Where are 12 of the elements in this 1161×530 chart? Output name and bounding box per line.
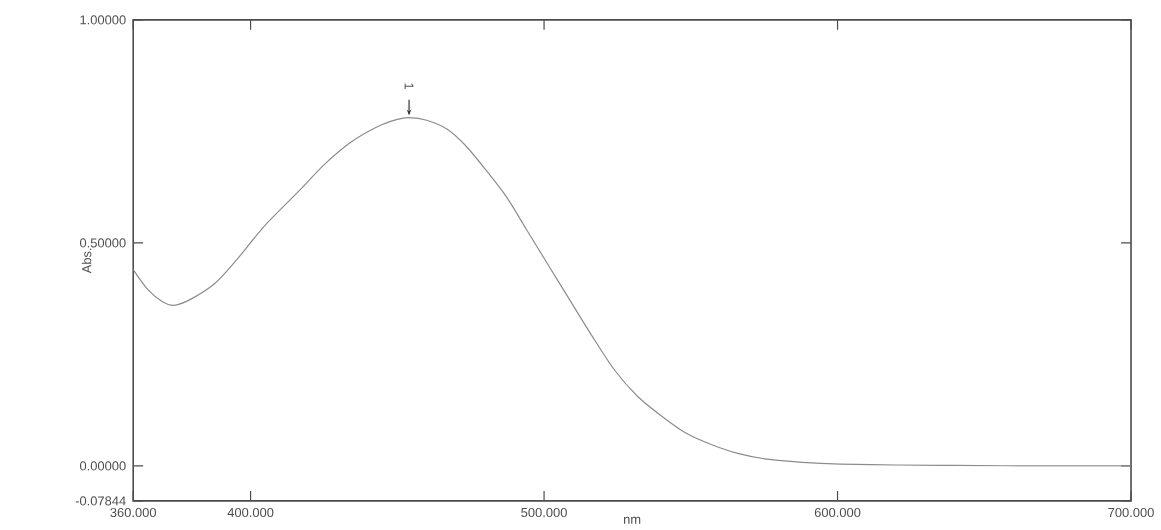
x-tick-label: 500.000: [521, 507, 567, 517]
x-tick-label: 600.000: [814, 507, 861, 517]
x-tick-label: 700.000: [1108, 507, 1154, 517]
y-axis-title: Abs.: [81, 248, 92, 274]
annotation: 1: [404, 83, 414, 89]
x-tick-label: 400.000: [227, 507, 274, 517]
y-tick-label: 1.00000: [80, 15, 126, 25]
y-tick-label: 0.50000: [79, 238, 126, 248]
x-axis-title: nm: [623, 516, 641, 524]
x-tick-label: 360.000: [110, 507, 157, 517]
y-tick-label: -0.07844: [75, 496, 126, 506]
y-tick-label: 0.00000: [79, 461, 126, 471]
